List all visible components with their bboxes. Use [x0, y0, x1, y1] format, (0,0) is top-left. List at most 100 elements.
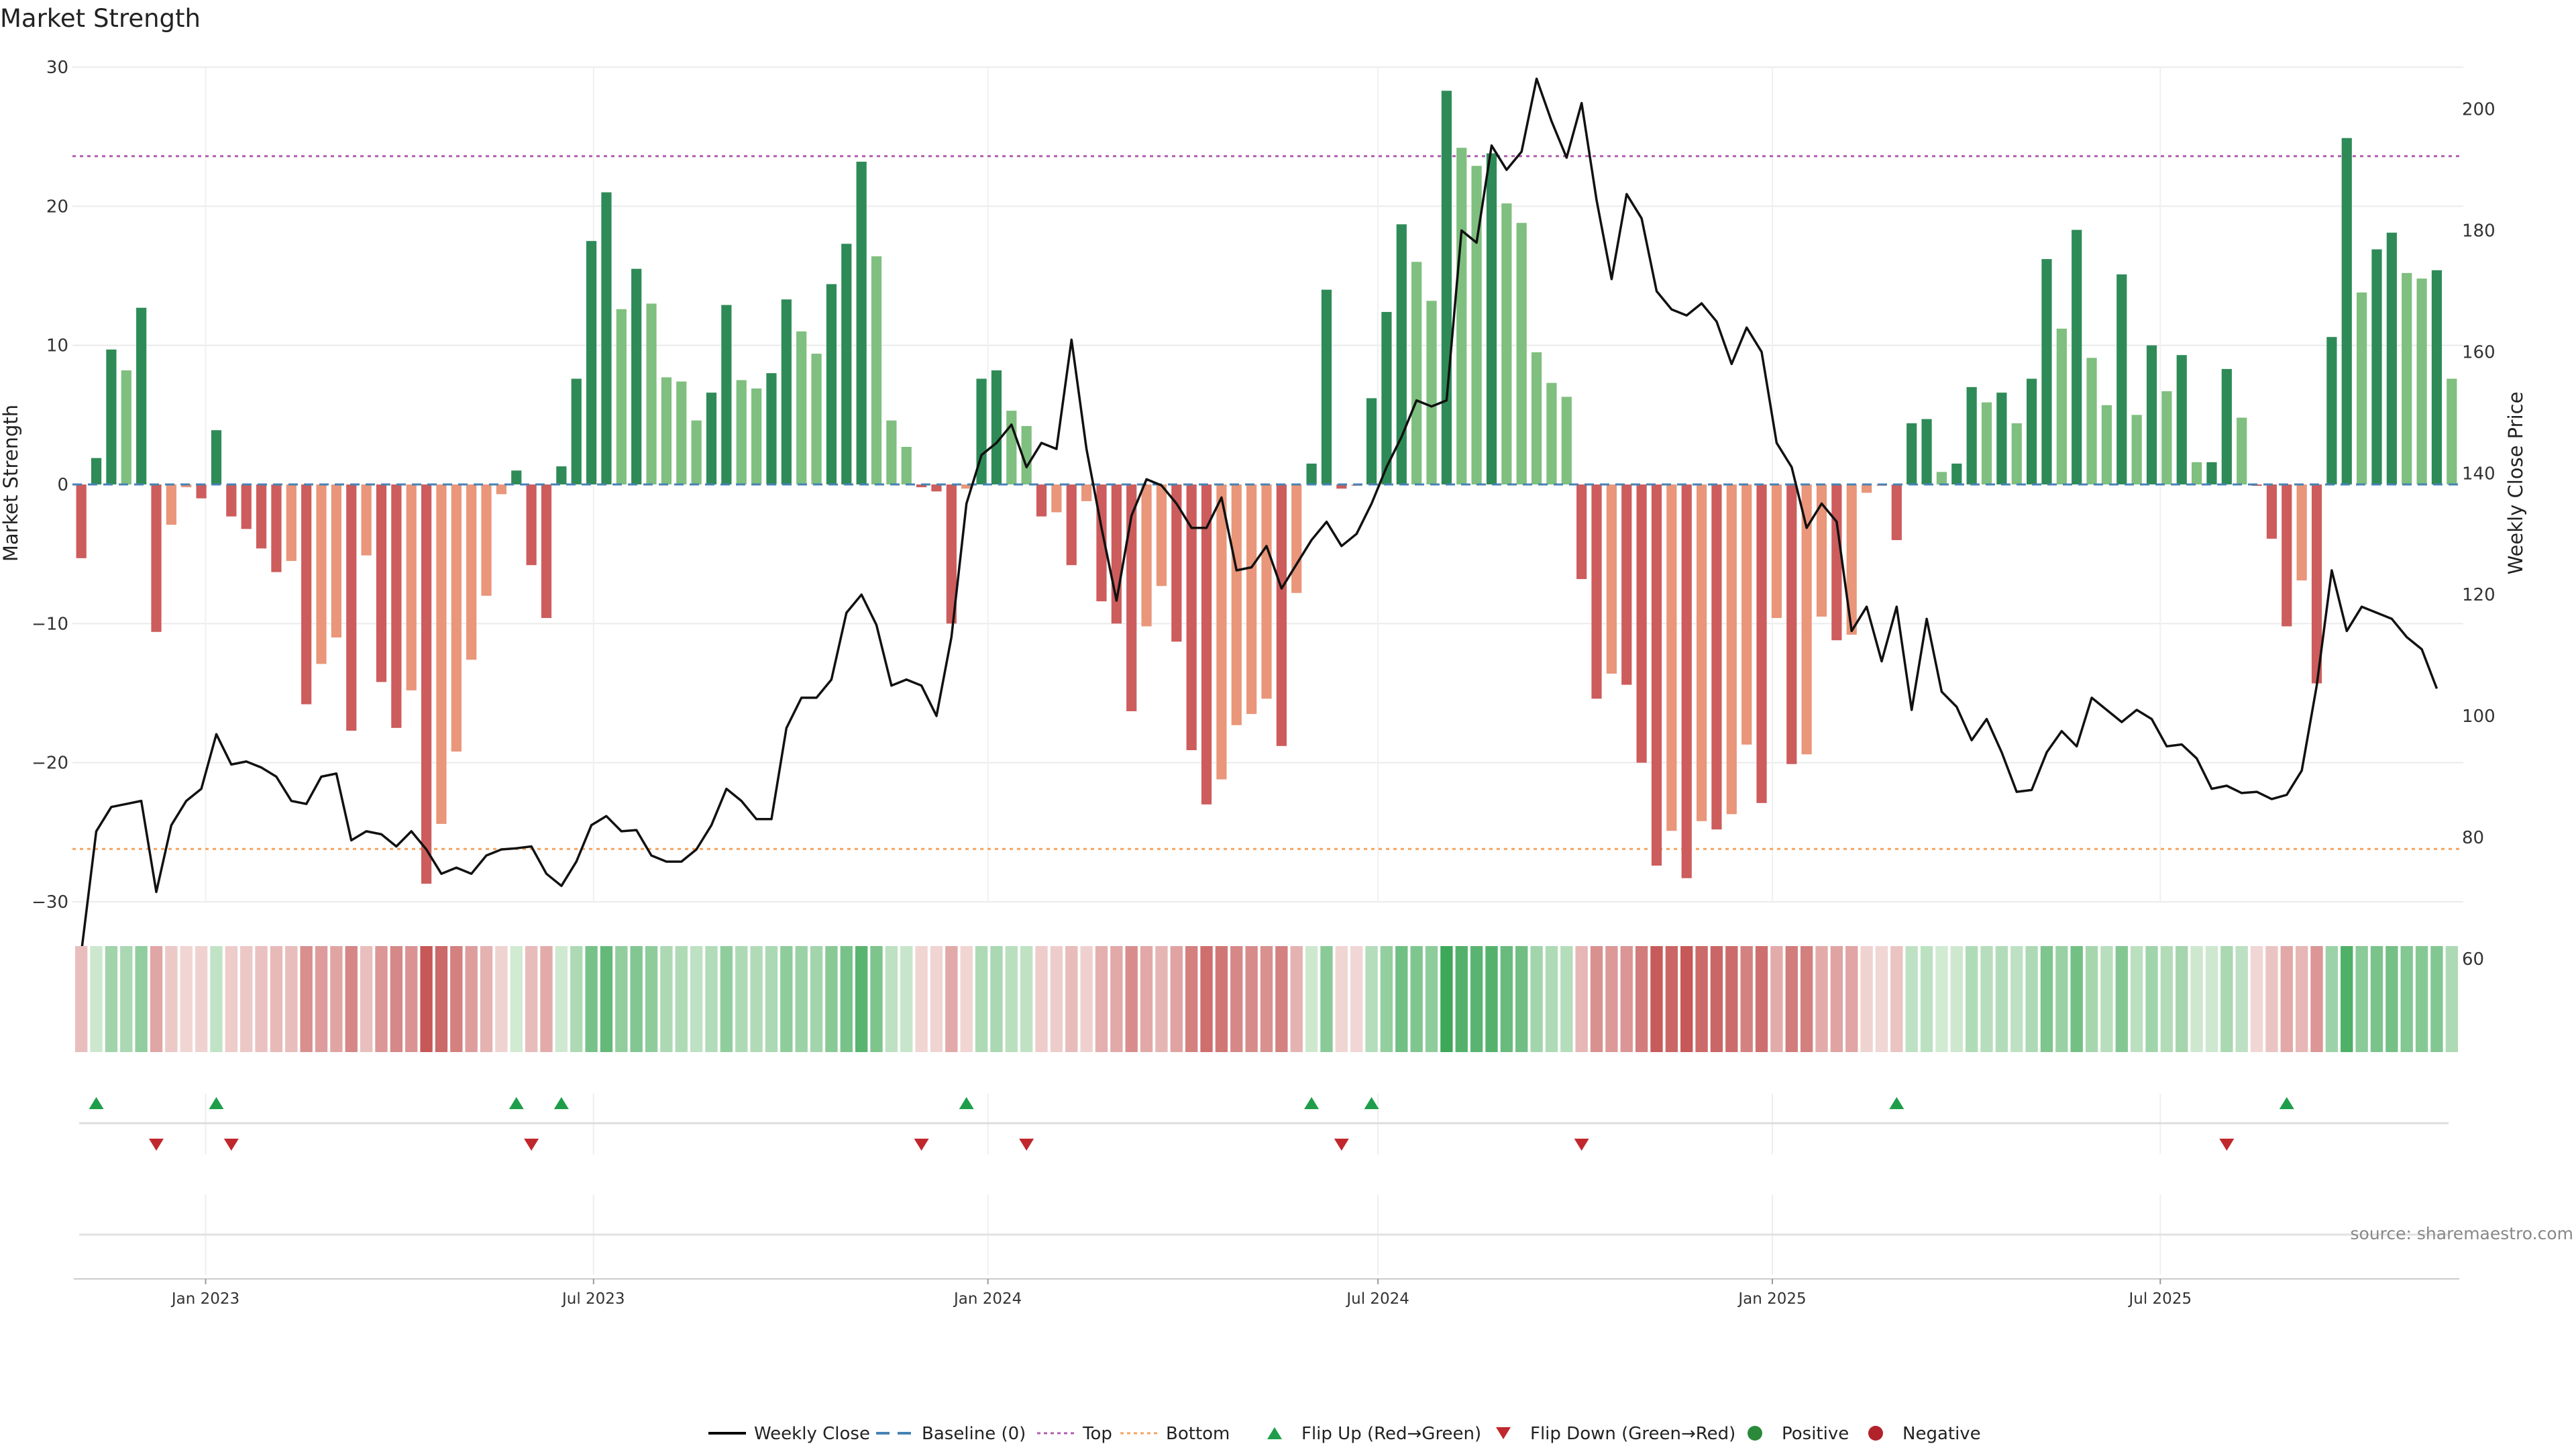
- strength-bar: [406, 484, 417, 690]
- strength-bar: [1786, 484, 1797, 764]
- heat-cell: [780, 946, 793, 1052]
- strength-bar: [1171, 484, 1182, 642]
- strength-bar: [2402, 272, 2412, 484]
- flip-up-marker: [2279, 1097, 2294, 1109]
- heat-cell: [240, 946, 253, 1052]
- strength-bar: [1201, 484, 1212, 805]
- strength-bar: [1996, 393, 2007, 484]
- y-axis-right-label: Weekly Close Price: [2504, 392, 2527, 575]
- legend-item: Top: [1037, 1424, 1112, 1444]
- heat-cell: [1530, 946, 1543, 1052]
- strength-bar: [1246, 484, 1257, 715]
- strength-bar: [721, 305, 732, 484]
- flip-up-marker: [508, 1097, 524, 1109]
- heat-cell: [1095, 946, 1108, 1052]
- heat-cell: [1770, 946, 1783, 1052]
- heat-cell: [2160, 946, 2174, 1052]
- heat-cell: [1800, 946, 1813, 1052]
- heat-cell: [210, 946, 223, 1052]
- heat-cell: [2176, 946, 2188, 1052]
- heat-cell: [1170, 946, 1183, 1052]
- heat-cell: [1875, 946, 1888, 1052]
- y-tick-right: 200: [2462, 100, 2496, 120]
- heat-cell: [975, 946, 988, 1052]
- x-tick-label: Jul 2024: [1345, 1290, 1409, 1308]
- heat-cell: [2100, 946, 2113, 1052]
- strength-bar: [1471, 166, 1482, 484]
- strength-bar: [1907, 423, 1917, 484]
- heat-cell: [285, 946, 298, 1052]
- heat-cell: [1065, 946, 1078, 1052]
- strength-bar: [616, 309, 627, 484]
- strength-bar: [601, 192, 612, 484]
- strength-bar: [1231, 484, 1242, 725]
- strength-bar: [2386, 232, 2397, 484]
- strength-bar: [2146, 345, 2157, 484]
- heat-cell: [1830, 946, 1843, 1052]
- flip-up-marker: [1364, 1097, 1379, 1109]
- y-tick-right: 80: [2462, 828, 2484, 848]
- heat-cell: [1560, 946, 1573, 1052]
- heat-cell: [510, 946, 523, 1052]
- strength-bar: [1726, 484, 1737, 815]
- y-tick-right: 100: [2462, 707, 2496, 727]
- heat-cell: [1215, 946, 1228, 1052]
- heat-cell: [2430, 946, 2443, 1052]
- heat-cell: [1860, 946, 1873, 1052]
- heat-cell: [405, 946, 418, 1052]
- flip-up-marker: [89, 1097, 104, 1109]
- strength-bar: [1591, 484, 1602, 699]
- strength-bar: [1486, 153, 1497, 484]
- heat-cell: [2205, 946, 2218, 1052]
- heat-cell: [750, 946, 763, 1052]
- strength-bar: [2026, 378, 2037, 484]
- strength-bar: [856, 161, 867, 484]
- strength-bar: [1576, 484, 1587, 579]
- heat-cell: [2040, 946, 2053, 1052]
- strength-bar: [586, 241, 597, 484]
- strength-bar: [2447, 378, 2457, 484]
- weekly-close-layer: [80, 77, 2438, 953]
- heat-cell: [1785, 946, 1798, 1052]
- flip-up-marker: [959, 1097, 974, 1109]
- legend-item: Flip Down (Green→Red): [1496, 1424, 1735, 1444]
- heat-cell: [390, 946, 403, 1052]
- legend-label: Positive: [1782, 1424, 1849, 1444]
- strength-bar: [1081, 484, 1092, 501]
- strength-bar: [2266, 484, 2277, 539]
- heat-cell: [225, 946, 237, 1052]
- strength-bar: [1741, 484, 1752, 745]
- strength-bar: [2131, 415, 2142, 484]
- y-tick-left: 10: [46, 336, 68, 356]
- legend-circle-icon: [1748, 1426, 1762, 1441]
- strength-bar: [1411, 262, 1422, 484]
- flip-down-marker: [1334, 1139, 1349, 1151]
- heat-cell: [2055, 946, 2068, 1052]
- chart-title: Market Strength: [0, 4, 201, 33]
- strength-bar: [2416, 278, 2427, 484]
- legend-item: Bottom: [1120, 1424, 1230, 1444]
- heat-cell: [360, 946, 373, 1052]
- flip-up-marker: [1304, 1097, 1320, 1109]
- heat-cell: [1380, 946, 1393, 1052]
- strength-bar: [1861, 484, 1872, 493]
- heat-cell: [825, 946, 838, 1052]
- heat-cell: [705, 946, 718, 1052]
- heat-cell: [2370, 946, 2383, 1052]
- heat-cell: [2145, 946, 2158, 1052]
- heat-cell: [1275, 946, 1288, 1052]
- strength-bar: [1396, 224, 1407, 484]
- strength-bar: [871, 256, 882, 484]
- strength-bar: [646, 303, 657, 484]
- strength-bar: [766, 373, 777, 484]
- strength-bar: [2296, 484, 2307, 581]
- y-tick-left: 30: [46, 58, 68, 78]
- strength-bar: [1021, 425, 1032, 484]
- heat-cell: [990, 946, 1003, 1052]
- strength-bar: [1051, 484, 1062, 513]
- heat-cell: [795, 946, 808, 1052]
- heat-cell: [690, 946, 703, 1052]
- strength-bar: [1816, 484, 1827, 617]
- source-note: source: sharemaestro.com: [2351, 1224, 2574, 1243]
- heat-cell: [915, 946, 928, 1052]
